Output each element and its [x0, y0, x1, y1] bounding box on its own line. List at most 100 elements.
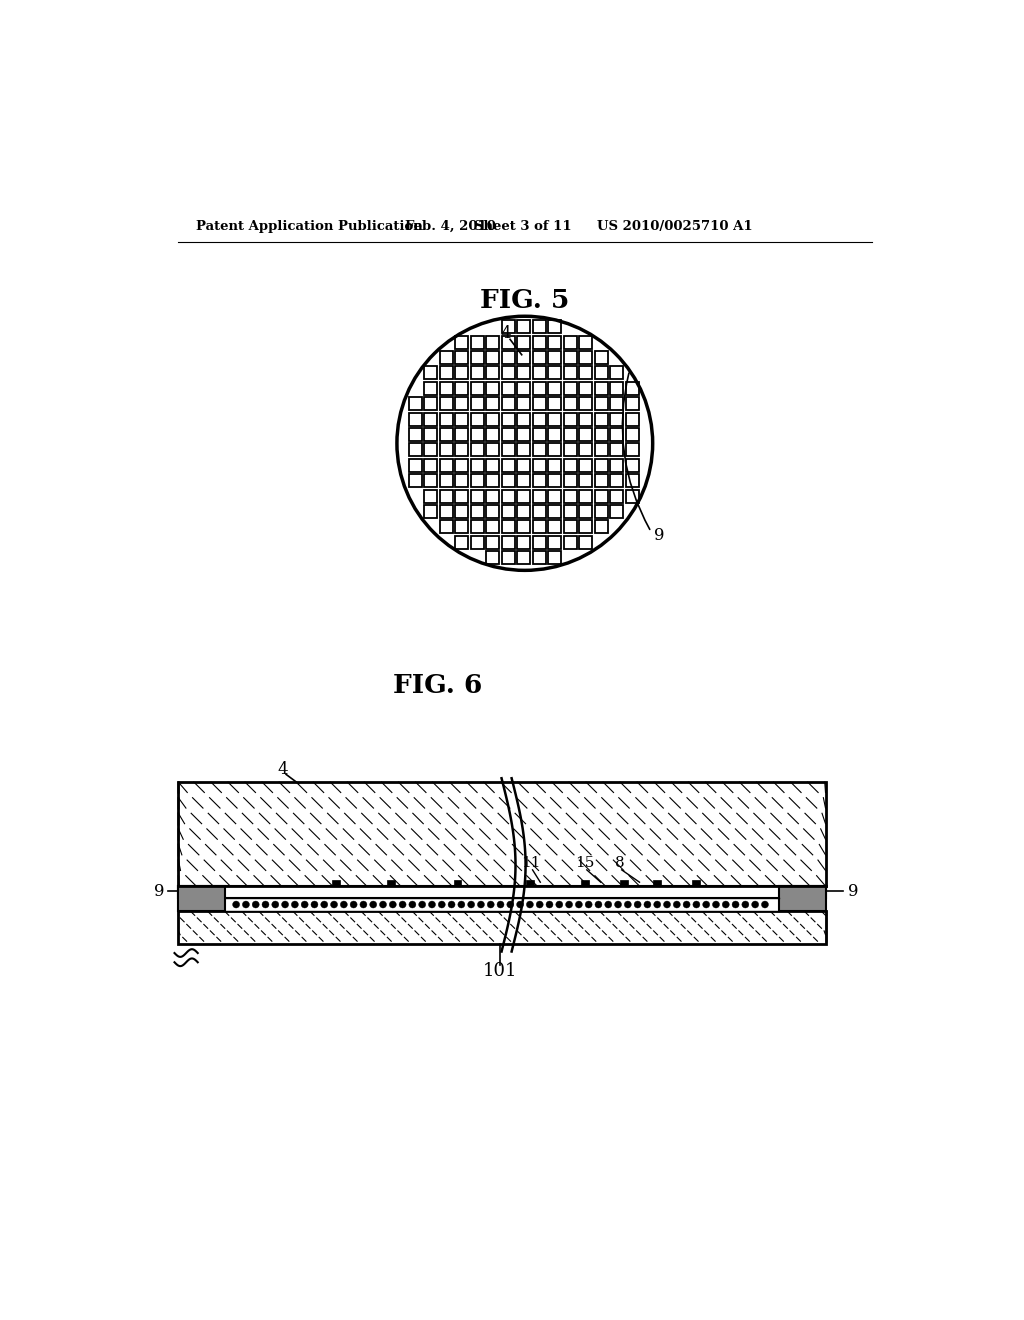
- Bar: [455, 428, 468, 441]
- Text: 9: 9: [848, 883, 859, 900]
- Bar: [455, 381, 468, 395]
- Bar: [424, 444, 437, 457]
- Bar: [532, 367, 546, 379]
- Bar: [579, 536, 592, 549]
- Bar: [610, 444, 624, 457]
- Bar: [424, 397, 437, 411]
- Bar: [579, 412, 592, 425]
- Bar: [548, 381, 561, 395]
- Bar: [595, 351, 607, 364]
- Bar: [532, 459, 546, 471]
- Bar: [502, 367, 515, 379]
- Bar: [563, 474, 577, 487]
- Bar: [455, 351, 468, 364]
- Bar: [486, 552, 500, 564]
- Text: 11: 11: [521, 855, 541, 870]
- Bar: [579, 367, 592, 379]
- Bar: [610, 490, 624, 503]
- Bar: [626, 412, 639, 425]
- Circle shape: [644, 902, 651, 908]
- Bar: [471, 520, 483, 533]
- Bar: [178, 911, 825, 944]
- Bar: [409, 428, 422, 441]
- Bar: [517, 536, 530, 549]
- Bar: [387, 880, 395, 886]
- Bar: [532, 536, 546, 549]
- Bar: [626, 428, 639, 441]
- Bar: [424, 367, 437, 379]
- Bar: [548, 351, 561, 364]
- Text: 4: 4: [278, 760, 289, 777]
- Bar: [502, 552, 515, 564]
- Circle shape: [380, 902, 386, 908]
- Bar: [579, 351, 592, 364]
- Bar: [548, 367, 561, 379]
- Bar: [595, 444, 607, 457]
- Bar: [548, 552, 561, 564]
- Circle shape: [605, 902, 611, 908]
- Bar: [471, 536, 483, 549]
- Bar: [579, 459, 592, 471]
- Bar: [517, 474, 530, 487]
- Circle shape: [419, 902, 426, 908]
- Bar: [548, 490, 561, 503]
- Bar: [563, 536, 577, 549]
- Bar: [579, 474, 592, 487]
- Bar: [532, 397, 546, 411]
- Circle shape: [713, 902, 720, 908]
- Bar: [439, 459, 453, 471]
- Bar: [548, 536, 561, 549]
- Bar: [517, 397, 530, 411]
- Bar: [517, 381, 530, 395]
- Bar: [563, 412, 577, 425]
- Bar: [424, 474, 437, 487]
- Bar: [595, 412, 607, 425]
- Bar: [563, 428, 577, 441]
- Circle shape: [722, 902, 729, 908]
- Bar: [409, 459, 422, 471]
- Circle shape: [614, 902, 622, 908]
- Bar: [595, 474, 607, 487]
- Bar: [471, 381, 483, 395]
- Bar: [610, 397, 624, 411]
- Bar: [626, 381, 639, 395]
- Bar: [455, 444, 468, 457]
- Circle shape: [399, 902, 407, 908]
- Bar: [439, 520, 453, 533]
- Bar: [439, 506, 453, 517]
- Bar: [595, 490, 607, 503]
- Circle shape: [526, 902, 534, 908]
- Circle shape: [693, 902, 699, 908]
- Bar: [595, 397, 607, 411]
- Bar: [471, 459, 483, 471]
- Bar: [471, 412, 483, 425]
- Bar: [439, 381, 453, 395]
- Bar: [532, 335, 546, 348]
- Bar: [502, 335, 515, 348]
- Bar: [563, 520, 577, 533]
- Circle shape: [477, 902, 484, 908]
- Bar: [610, 506, 624, 517]
- Circle shape: [546, 902, 553, 908]
- Bar: [517, 428, 530, 441]
- Bar: [332, 880, 340, 886]
- Circle shape: [653, 902, 660, 908]
- Circle shape: [595, 902, 602, 908]
- Bar: [626, 397, 639, 411]
- Bar: [517, 351, 530, 364]
- Circle shape: [585, 902, 592, 908]
- Circle shape: [350, 902, 357, 908]
- Bar: [595, 520, 607, 533]
- Bar: [471, 474, 483, 487]
- Bar: [439, 367, 453, 379]
- Circle shape: [565, 902, 572, 908]
- Bar: [502, 428, 515, 441]
- Bar: [610, 381, 624, 395]
- Bar: [471, 351, 483, 364]
- Text: FIG. 6: FIG. 6: [393, 673, 482, 698]
- Bar: [502, 520, 515, 533]
- Circle shape: [292, 902, 298, 908]
- Text: 15: 15: [575, 855, 595, 870]
- Bar: [178, 781, 825, 886]
- Bar: [548, 520, 561, 533]
